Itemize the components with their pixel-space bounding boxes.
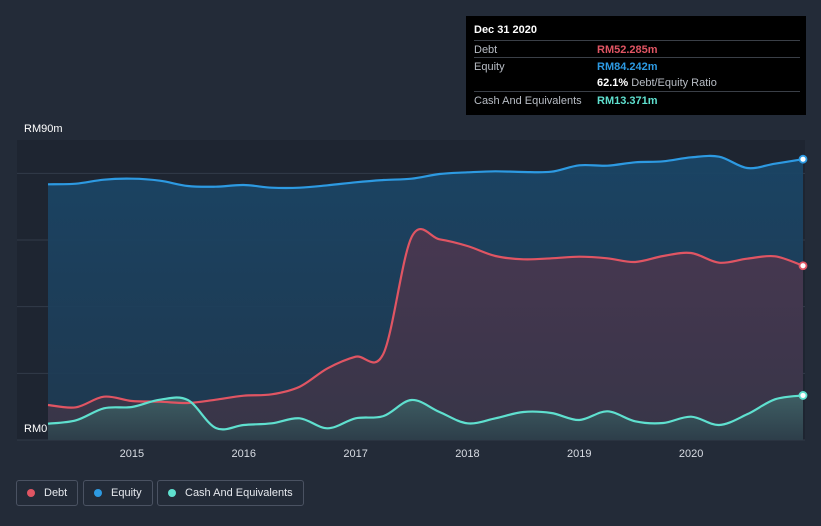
cash-area <box>48 395 803 440</box>
tooltip-cash-value: RM13.371m <box>597 95 658 107</box>
tooltip-row-cash: Cash And Equivalents RM13.371m <box>474 91 800 109</box>
x-tick-label-2015: 2015 <box>120 448 144 460</box>
legend-debt-label: Debt <box>44 487 68 499</box>
tooltip-equity-label: Equity <box>474 61 505 73</box>
tooltip-ratio-value: 62.1% <box>597 77 629 89</box>
legend-cash-dot-icon <box>168 489 176 497</box>
tooltip-equity-value: RM84.242m <box>597 61 658 73</box>
tooltip-row-ratio: 62.1% Debt/Equity Ratio <box>474 74 800 91</box>
legend-cash-label: Cash And Equivalents <box>185 487 293 499</box>
cash-end-marker <box>798 391 808 400</box>
tooltip-cash-label: Cash And Equivalents <box>474 95 582 107</box>
tooltip-panel: Dec 31 2020 Debt RM52.285m Equity RM84.2… <box>466 16 806 115</box>
tooltip-debt-value: RM52.285m <box>597 44 658 56</box>
legend-debt-dot-icon <box>27 489 35 497</box>
x-tick-labels: 2015 2016 2017 2018 2019 2020 <box>120 448 704 460</box>
debt-end-marker <box>798 261 808 271</box>
legend-item-debt[interactable]: Debt <box>16 480 79 506</box>
x-tick-label-2020: 2020 <box>679 448 703 460</box>
legend-equity-label: Equity <box>111 487 142 499</box>
equity-line <box>47 154 804 190</box>
tooltip-date: Dec 31 2020 <box>474 24 537 36</box>
debt-line <box>47 228 804 409</box>
tooltip-row-debt: Debt RM52.285m <box>474 40 800 58</box>
x-tick-label-2016: 2016 <box>231 448 255 460</box>
x-tick-label-2017: 2017 <box>343 448 367 460</box>
series-lines <box>47 154 804 431</box>
legend-item-equity[interactable]: Equity <box>83 480 153 506</box>
tooltip-ratio: 62.1% Debt/Equity Ratio <box>597 77 717 89</box>
series-areas <box>48 155 803 440</box>
cash-line <box>47 394 804 431</box>
y-min-label: RM0 <box>24 423 47 435</box>
x-tick-label-2019: 2019 <box>567 448 591 460</box>
tooltip-debt-label: Debt <box>474 44 498 56</box>
tooltip-ratio-label: Debt/Equity Ratio <box>631 77 717 89</box>
debt-area <box>48 229 803 440</box>
x-tick-label-2018: 2018 <box>455 448 479 460</box>
legend-item-cash[interactable]: Cash And Equivalents <box>157 480 304 506</box>
tooltip-row-equity: Equity RM84.242m <box>474 57 800 75</box>
equity-end-marker <box>798 154 808 164</box>
series-end-markers <box>798 154 808 400</box>
y-max-label: RM90m <box>24 123 63 135</box>
legend-equity-dot-icon <box>94 489 102 497</box>
